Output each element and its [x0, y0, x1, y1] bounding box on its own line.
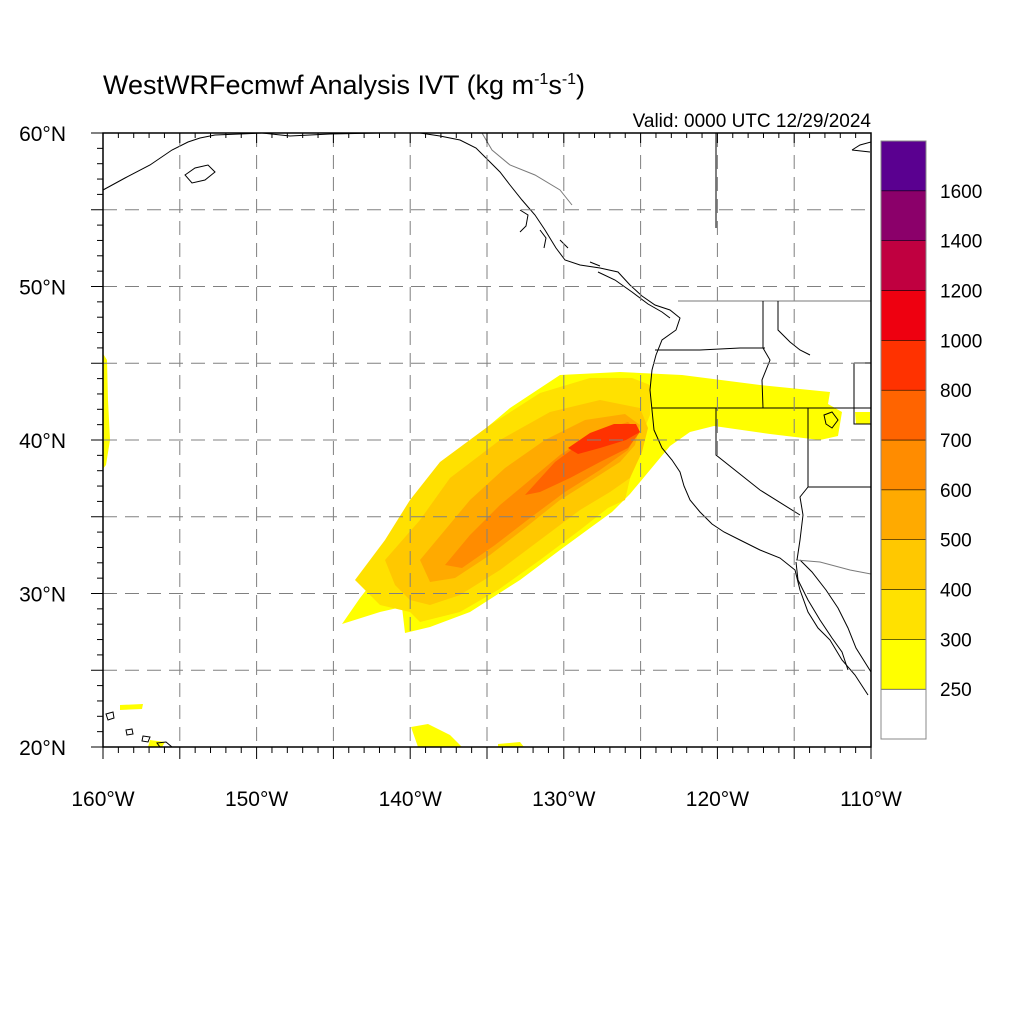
ivt-field	[103, 353, 870, 747]
colorbar-level-label: 1600	[940, 182, 982, 203]
baja-california	[795, 561, 849, 671]
colorbar-swatch	[880, 290, 927, 341]
colorbar-swatch	[880, 539, 927, 590]
colorbar-frame	[880, 140, 927, 740]
colorbar-swatch	[880, 240, 927, 291]
colorbar-level-label: 600	[940, 481, 972, 502]
great-salt-lake	[823, 411, 839, 429]
us-canada-border-alaska	[481, 133, 573, 206]
colorbar-swatch	[880, 439, 927, 491]
colorbar-swatch	[880, 190, 927, 241]
ivt-250-patch-hawaii	[120, 704, 143, 710]
kodiak-island	[184, 164, 216, 184]
colorbar-swatch	[880, 688, 927, 740]
ivt-250-patch-east	[855, 412, 870, 424]
map-title: WestWRFecmwf Analysis IVT (kg m-1s-1)	[103, 70, 586, 100]
colorbar-level-label: 300	[940, 630, 972, 651]
coastal-islands	[519, 209, 601, 267]
colorbar-swatch	[880, 340, 927, 391]
latitude-label: 50°N	[19, 277, 66, 300]
latitude-label: 60°N	[19, 123, 66, 146]
coastlines	[103, 133, 871, 747]
colorbar-swatch	[880, 639, 927, 690]
longitude-label: 130°W	[532, 788, 595, 811]
colorbar-level-label: 1000	[940, 331, 982, 352]
ivt-800-contour	[568, 424, 640, 454]
ivt-250-patch-hawaii-north	[411, 724, 462, 747]
political-borders	[481, 133, 871, 575]
colorbar-level-label: 1200	[940, 282, 982, 303]
longitude-label: 160°W	[71, 788, 134, 811]
longitude-label: 120°W	[686, 788, 749, 811]
graticule	[103, 133, 871, 747]
ivt-250-patch-hawaii-east	[148, 740, 165, 747]
longitude-label: 110°W	[840, 788, 902, 811]
tick-marks	[91, 132, 872, 759]
us-mexico-border	[795, 559, 871, 575]
colorbar-level-label: 700	[940, 431, 972, 452]
colorbar: 250 300 400 500 600 700 800 1000 1200 1400 1600	[880, 140, 982, 740]
longitude-labels: 160°W 150°W 140°W 130°W 120°W 110°W	[71, 788, 902, 811]
washington-oregon-border	[655, 347, 765, 351]
ivt-250-patch-south	[498, 742, 524, 747]
colorbar-swatch	[880, 489, 927, 540]
longitude-label: 140°W	[379, 788, 442, 811]
nevada-california-border	[715, 408, 801, 516]
colorbar-level-label: 1400	[940, 232, 982, 253]
hawaii-islands	[105, 711, 173, 747]
alaska-gulf-coast	[419, 133, 869, 696]
montana-border	[777, 301, 811, 356]
latitude-label: 20°N	[19, 737, 66, 760]
latitude-label: 30°N	[19, 584, 66, 607]
vancouver-island	[597, 271, 671, 319]
alaska-coast	[103, 133, 263, 191]
longitude-label: 150°W	[225, 788, 288, 811]
colorbar-level-label: 800	[940, 381, 972, 402]
arizona-mexico-border	[796, 514, 804, 561]
colorbar-swatch	[880, 140, 927, 192]
map-panel	[103, 133, 871, 747]
colorbar-level-label: 250	[940, 680, 972, 701]
gulf-of-california	[799, 559, 871, 673]
colorbar-level-label: 400	[940, 581, 972, 602]
colorbar-swatch	[880, 589, 927, 640]
colorbar-swatch	[880, 389, 927, 441]
nevada-arizona-border	[799, 408, 809, 516]
hudson-region	[851, 141, 871, 153]
idaho-border	[761, 301, 771, 409]
latitude-labels: 60°N 50°N 40°N 30°N 20°N	[19, 123, 66, 760]
latitude-label: 40°N	[19, 430, 66, 453]
colorbar-level-label: 500	[940, 531, 972, 552]
valid-time-label: Valid: 0000 UTC 12/29/2024	[632, 111, 871, 132]
